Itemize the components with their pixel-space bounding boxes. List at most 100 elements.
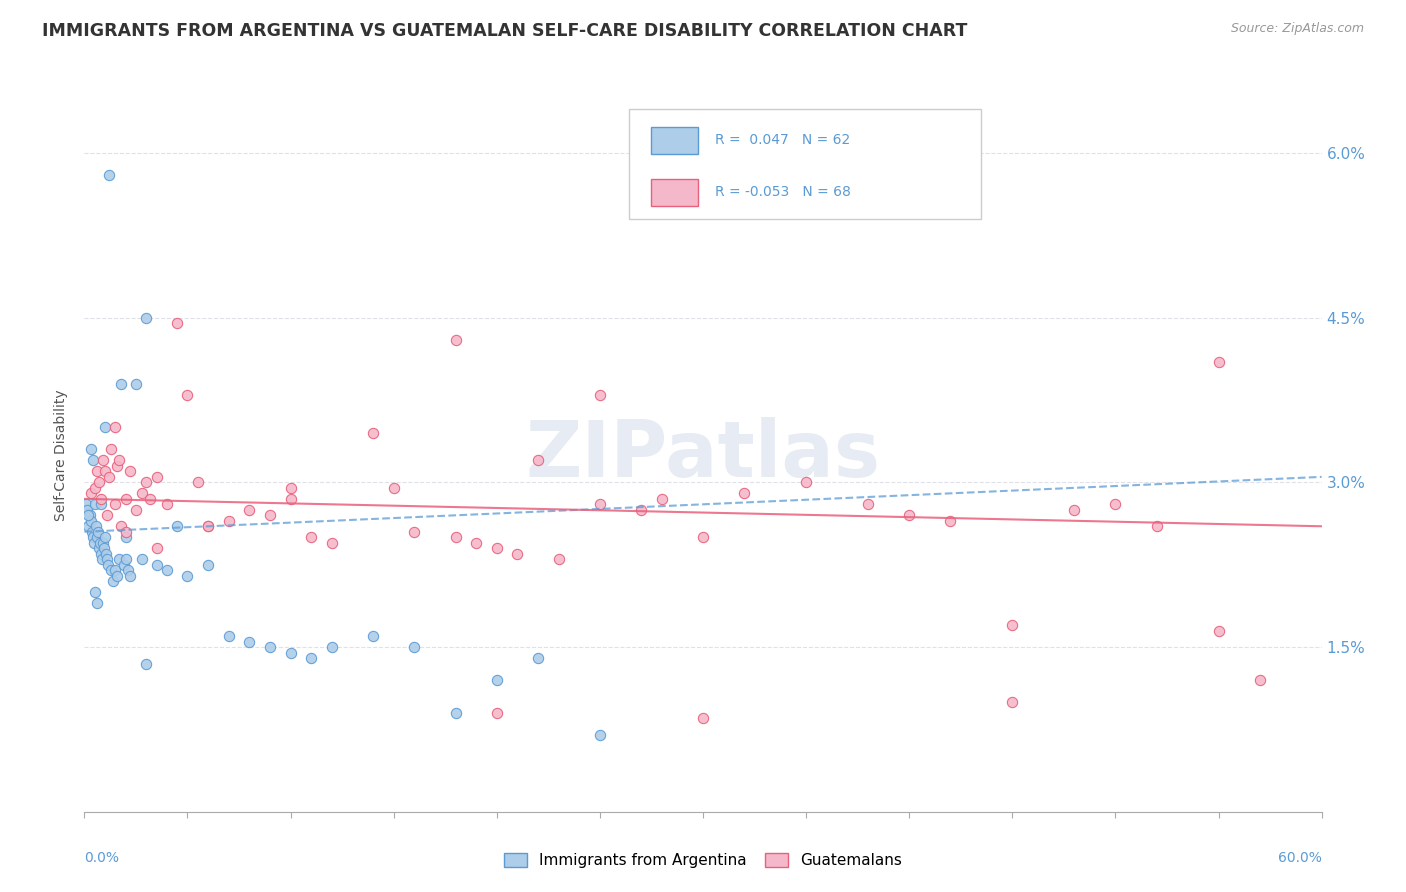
Point	[83, 497, 105, 511]
Point	[90, 491, 112, 506]
Point	[82, 530, 104, 544]
Point	[280, 481, 302, 495]
Point	[238, 503, 260, 517]
Point	[485, 541, 508, 556]
Point	[651, 491, 673, 506]
Point	[1063, 503, 1085, 517]
Point	[156, 497, 179, 511]
Point	[361, 629, 384, 643]
Point	[856, 497, 879, 511]
Point	[166, 519, 188, 533]
Point	[114, 552, 136, 566]
Point	[87, 475, 110, 490]
Point	[125, 376, 148, 391]
Point	[589, 387, 612, 401]
Point	[89, 535, 111, 549]
Point	[84, 519, 107, 533]
Point	[404, 524, 426, 539]
Point	[94, 464, 117, 478]
Point	[105, 568, 128, 582]
Point	[108, 552, 131, 566]
Point	[91, 535, 114, 549]
Text: IMMIGRANTS FROM ARGENTINA VS GUATEMALAN SELF-CARE DISABILITY CORRELATION CHART: IMMIGRANTS FROM ARGENTINA VS GUATEMALAN …	[42, 22, 967, 40]
Point	[82, 453, 104, 467]
Point	[382, 481, 405, 495]
Point	[299, 651, 322, 665]
FancyBboxPatch shape	[628, 109, 981, 219]
Text: 0.0%: 0.0%	[84, 851, 120, 865]
Point	[90, 497, 112, 511]
Point	[91, 453, 114, 467]
Point	[131, 486, 153, 500]
Text: R =  0.047   N = 62: R = 0.047 N = 62	[716, 133, 851, 147]
Point	[197, 519, 219, 533]
Point	[90, 552, 112, 566]
Point	[86, 596, 108, 610]
Point	[404, 640, 426, 654]
Point	[218, 514, 240, 528]
Point	[527, 453, 550, 467]
Point	[97, 558, 120, 572]
Point	[118, 464, 141, 478]
Point	[145, 541, 167, 556]
Point	[218, 629, 240, 643]
Point	[299, 530, 322, 544]
Text: Source: ZipAtlas.com: Source: ZipAtlas.com	[1230, 22, 1364, 36]
Point	[83, 585, 105, 599]
Point	[145, 470, 167, 484]
Point	[939, 514, 962, 528]
Legend: Immigrants from Argentina, Guatemalans: Immigrants from Argentina, Guatemalans	[503, 853, 903, 868]
Point	[87, 541, 110, 556]
Point	[1104, 497, 1126, 511]
Point	[79, 514, 101, 528]
Point	[280, 491, 302, 506]
Point	[80, 524, 103, 539]
Point	[1146, 519, 1168, 533]
Point	[259, 640, 281, 654]
Point	[1001, 695, 1024, 709]
Point	[112, 558, 135, 572]
Point	[547, 552, 569, 566]
Point	[589, 728, 612, 742]
Point	[104, 420, 127, 434]
Point	[79, 486, 101, 500]
Point	[117, 563, 139, 577]
Point	[104, 497, 127, 511]
Point	[100, 442, 122, 457]
Point	[176, 568, 198, 582]
Point	[96, 508, 118, 523]
Point	[94, 530, 117, 544]
Point	[321, 535, 343, 549]
Point	[86, 530, 108, 544]
Point	[692, 530, 714, 544]
Point	[110, 519, 132, 533]
Point	[100, 563, 122, 577]
Point	[444, 333, 467, 347]
Point	[110, 376, 132, 391]
Point	[76, 503, 98, 517]
Point	[79, 508, 101, 523]
Point	[238, 634, 260, 648]
Point	[114, 524, 136, 539]
Y-axis label: Self-Care Disability: Self-Care Disability	[55, 389, 69, 521]
Point	[733, 486, 755, 500]
Point	[104, 563, 127, 577]
Point	[692, 711, 714, 725]
Point	[77, 519, 100, 533]
Point	[114, 530, 136, 544]
Point	[98, 168, 121, 182]
Point	[135, 657, 157, 671]
Point	[90, 547, 112, 561]
Point	[145, 558, 167, 572]
Point	[94, 420, 117, 434]
Point	[93, 541, 115, 556]
Point	[1249, 673, 1271, 687]
Point	[83, 481, 105, 495]
Point	[77, 508, 100, 523]
Point	[361, 425, 384, 440]
Point	[259, 508, 281, 523]
Point	[197, 558, 219, 572]
Point	[1001, 618, 1024, 632]
Point	[321, 640, 343, 654]
Point	[156, 563, 179, 577]
